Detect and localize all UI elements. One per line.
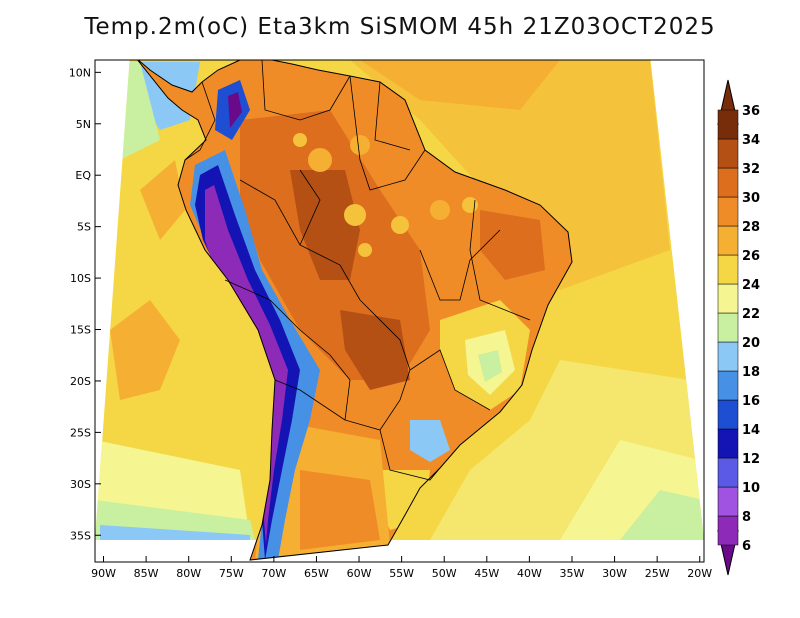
- colorbar-label: 8: [742, 510, 751, 525]
- lon-tick-label: 90W: [91, 567, 116, 580]
- colorbar-label: 16: [742, 394, 760, 409]
- lat-tick-label: 20S: [70, 375, 91, 388]
- lon-tick-label: 75W: [219, 567, 244, 580]
- colorbar-label: 36: [742, 104, 760, 119]
- land-hottest-pantanal: [340, 310, 410, 390]
- land-hottest-amazon: [290, 170, 360, 280]
- lat-tick-label: 5N: [76, 118, 91, 131]
- pacific-warm-patch-2: [140, 160, 185, 240]
- lon-tick-label: 45W: [474, 567, 499, 580]
- lon-tick-label: 30W: [602, 567, 627, 580]
- lat-tick-label: 25S: [70, 426, 91, 439]
- colorbar-label: 10: [742, 481, 760, 496]
- map-frame: [94, 59, 705, 563]
- colorbar-label: 22: [742, 307, 760, 322]
- lon-tick-label: 55W: [389, 567, 414, 580]
- border-states-3: [299, 169, 321, 246]
- land-southeast-cooler: [478, 350, 502, 382]
- colorbar-label: 28: [742, 220, 760, 235]
- colorbar-swatch: [717, 457, 739, 488]
- colorbar-swatch: [717, 515, 739, 546]
- colorbar-label: 12: [742, 452, 760, 467]
- axis-layer: 10N 5N EQ 5S 10S 15S 20S 25S 30S 35S 90W 85W 80W 75W 7…: [69, 66, 713, 580]
- colorbar-label: 14: [742, 423, 760, 438]
- border-guianas: [349, 75, 426, 191]
- land-south-cool-spot: [410, 420, 450, 462]
- colorbar-label: 24: [742, 278, 760, 293]
- lon-tick-label: 85W: [134, 567, 159, 580]
- colorbar-label: 34: [742, 133, 760, 148]
- ocean-warm-band: [350, 60, 670, 290]
- pacific-cold-edge: [100, 525, 250, 540]
- lat-tick-label: 10S: [70, 272, 91, 285]
- colorbar-swatch: [717, 225, 739, 256]
- colorbar-swatch: [717, 138, 739, 169]
- data-domain: [95, 60, 704, 561]
- colorbar-swatch: [717, 428, 739, 459]
- colorbar-swatch: [717, 167, 739, 198]
- border-peru-bolivia: [224, 279, 351, 381]
- colorbar-swatch: [717, 341, 739, 372]
- ocean-shading: [95, 60, 704, 540]
- lon-tick-label: 80W: [176, 567, 201, 580]
- lon-tick-label: 50W: [432, 567, 457, 580]
- lat-tick-label: 10N: [69, 66, 91, 79]
- lon-tick-label: 35W: [560, 567, 585, 580]
- andes-north-coldest: [228, 92, 242, 128]
- border-states-5: [469, 199, 531, 321]
- colorbar-swatch: [717, 370, 739, 401]
- lat-tick-label: 15S: [70, 324, 91, 337]
- colorbar-swatch: [717, 109, 739, 140]
- map-title: Temp.2m(oC) Eta3km SiSMOM 45h 21Z03OCT20…: [84, 14, 716, 40]
- cool-spot: [391, 216, 409, 234]
- land-hot-northeast: [480, 210, 545, 280]
- border-states-2: [409, 349, 491, 411]
- lat-tick-label: 30S: [70, 478, 91, 491]
- colorbar-swatch: [717, 196, 739, 227]
- lon-tick-label: 65W: [304, 567, 329, 580]
- cool-spot: [358, 243, 372, 257]
- cool-spot: [344, 204, 366, 226]
- colorbar-label: 30: [742, 191, 760, 206]
- cool-spot: [430, 200, 450, 220]
- lon-tick-label: 40W: [517, 567, 542, 580]
- cool-spot: [462, 197, 478, 213]
- border-chile-argentina: [274, 379, 346, 421]
- pacific-warm-patch: [110, 300, 180, 400]
- lat-tick-label: EQ: [75, 169, 91, 182]
- colorbar-label: 26: [742, 249, 760, 264]
- cool-spot: [350, 135, 370, 155]
- colorbar-swatch: [717, 399, 739, 430]
- lat-tick-label: 5S: [77, 221, 91, 234]
- border-argentina-brazil: [379, 429, 441, 481]
- cool-spot: [293, 133, 307, 147]
- country-borders: [184, 60, 531, 481]
- ocean-south-edge: [620, 490, 704, 540]
- border-venezuela: [261, 60, 351, 121]
- border-colombia-ecuador: [184, 81, 216, 161]
- colorbar-swatch: [717, 312, 739, 343]
- ocean-warm-core: [360, 60, 560, 110]
- colorbar-label: 20: [742, 336, 760, 351]
- colorbar-label: 18: [742, 365, 760, 380]
- colorbar-swatch: [717, 283, 739, 314]
- colorbar-swatch: [717, 254, 739, 285]
- lat-tick-label: 35S: [70, 529, 91, 542]
- lon-tick-label: 25W: [645, 567, 670, 580]
- colorbar: 6 8 10 12 14 16 18 20 22 24 26 28 30 32 34 36: [717, 79, 760, 576]
- colorbar-label: 6: [742, 539, 751, 554]
- lon-tick-label: 70W: [261, 567, 286, 580]
- colorbar-swatch: [717, 486, 739, 517]
- border-states-4: [374, 81, 411, 151]
- land-argentina-mid: [300, 470, 380, 550]
- cool-spot: [308, 148, 332, 172]
- lon-tick-label: 60W: [347, 567, 372, 580]
- border-states-1: [419, 229, 501, 301]
- colorbar-label: 32: [742, 162, 760, 177]
- lon-tick-label: 20W: [687, 567, 712, 580]
